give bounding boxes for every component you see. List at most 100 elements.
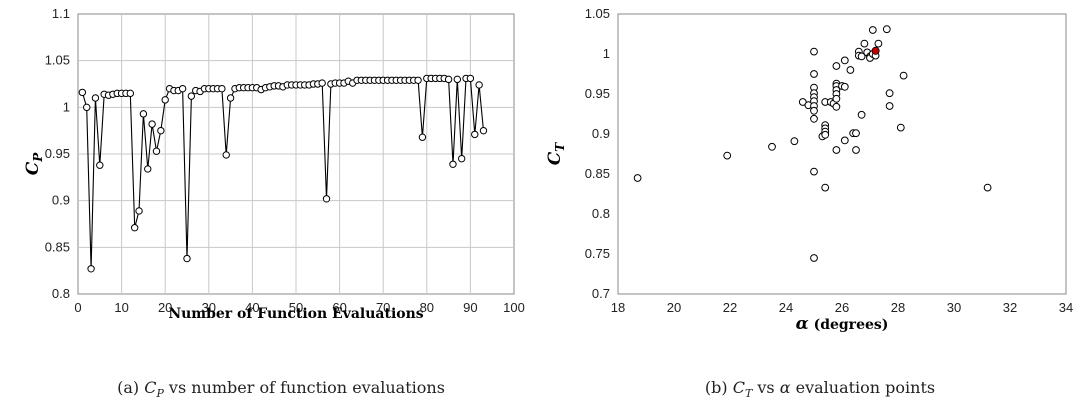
x-tick-label: 60 [332, 300, 346, 315]
data-point [899, 71, 908, 80]
x-tick-label: 90 [463, 300, 477, 315]
data-points-ct [633, 25, 992, 262]
x-axis-label-ct: α (degrees) [796, 314, 889, 334]
data-point [78, 88, 87, 97]
data-point [414, 76, 422, 84]
data-point [821, 130, 830, 139]
data-point [810, 106, 818, 115]
x-tick-label: 28 [891, 300, 905, 315]
data-point [832, 102, 841, 111]
y-tick-label: 0.8 [592, 206, 610, 221]
data-point [322, 195, 331, 203]
data-point [157, 126, 165, 135]
data-point [840, 136, 849, 145]
data-point [896, 123, 905, 132]
x-tick-label: 22 [723, 300, 737, 315]
x-tick-label: 50 [289, 300, 303, 315]
data-point [810, 254, 818, 262]
chart-cp: 0 10 20 30 40 50 60 70 80 90 100 0.8 0.85 0.9 0.95 1 1.0… [23, 6, 525, 400]
y-tick-label: 0.7 [592, 286, 610, 301]
y-tick-label: 0.9 [592, 126, 610, 141]
data-point [857, 52, 866, 61]
data-point [144, 165, 152, 173]
x-tick-label: 100 [503, 300, 525, 315]
x-tick-label: 0 [74, 300, 81, 315]
x-tick-label: 40 [245, 300, 259, 315]
data-point [453, 75, 462, 84]
data-point [183, 254, 191, 263]
data-point [810, 70, 818, 78]
data-point [139, 110, 148, 118]
x-tick-label: 70 [376, 300, 390, 315]
x-tick-label: 10 [114, 300, 128, 315]
data-point [832, 146, 841, 154]
data-point [857, 110, 866, 119]
data-point [135, 207, 143, 215]
y-tick-label: 0.95 [45, 146, 70, 161]
data-point [148, 120, 156, 128]
x-tick-label: 30 [947, 300, 961, 315]
highlight-points-ct [871, 46, 880, 55]
gridlines-cp [78, 14, 514, 294]
data-point [318, 79, 326, 87]
y-tick-label: 0.85 [45, 239, 70, 254]
data-point [83, 103, 91, 112]
data-point [444, 75, 453, 84]
y-tick-label: 1.05 [45, 53, 70, 68]
data-point [218, 84, 226, 93]
data-point [885, 89, 894, 98]
highlight-point [871, 46, 880, 55]
data-point [91, 94, 100, 102]
data-point [840, 56, 849, 65]
data-point [466, 74, 475, 83]
data-point [479, 126, 488, 135]
y-tick-label: 0.85 [585, 166, 610, 181]
y-tick-label: 0.8 [52, 286, 70, 301]
data-point [96, 161, 104, 169]
y-tick-label: 1.05 [585, 6, 610, 21]
x-tick-label: 24 [779, 300, 793, 315]
data-point [852, 129, 860, 138]
y-axis-label-ct: CT [545, 142, 567, 166]
data-point [471, 130, 479, 139]
x-tick-label: 20 [667, 300, 681, 315]
data-point [790, 137, 799, 146]
plot-area-ct [617, 13, 1067, 295]
data-point [222, 151, 230, 159]
data-point [768, 142, 776, 151]
data-points-cp [78, 74, 488, 273]
x-tick-label: 18 [611, 300, 625, 315]
data-point [633, 174, 642, 182]
y-tick-label: 1 [63, 99, 70, 114]
data-point [187, 92, 196, 100]
y-tick-label: 1.1 [52, 6, 70, 21]
x-tick-label: 80 [420, 300, 434, 315]
data-point [868, 26, 877, 34]
data-point [832, 94, 841, 103]
data-point [226, 94, 235, 102]
x-axis-label-cp: Number of Function Evaluations [168, 306, 423, 322]
y-tick-label: 1 [603, 46, 610, 61]
data-point [840, 82, 849, 91]
data-point [874, 39, 883, 48]
x-tick-label: 26 [835, 300, 849, 315]
ticks-cp: 0 10 20 30 40 50 60 70 80 90 100 0.8 0.85 0.9 0.95 1 1.0… [45, 6, 525, 315]
data-point [449, 160, 457, 168]
data-point [821, 183, 830, 192]
data-point [178, 84, 187, 93]
data-point [860, 39, 869, 48]
data-point [87, 265, 95, 273]
chart-ct: 18 20 22 24 26 28 30 32 34 0.7 0.75 0.8 0.85 0.9 0.95 1… [545, 6, 1073, 400]
data-point [457, 154, 466, 163]
y-tick-label: 0.95 [585, 86, 610, 101]
caption-b: (b) CT vs α evaluation points [705, 378, 935, 400]
caption-a: (a) CP vs number of function evaluations [117, 378, 445, 400]
data-point [852, 146, 860, 154]
ticks-ct: 18 20 22 24 26 28 30 32 34 0.7 0.75 0.8 0.85 0.9 0.95 1… [585, 6, 1074, 315]
y-tick-label: 0.9 [52, 193, 70, 208]
y-tick-label: 0.75 [585, 246, 610, 261]
data-point [723, 151, 732, 160]
data-point [152, 147, 161, 155]
data-point [161, 96, 169, 104]
